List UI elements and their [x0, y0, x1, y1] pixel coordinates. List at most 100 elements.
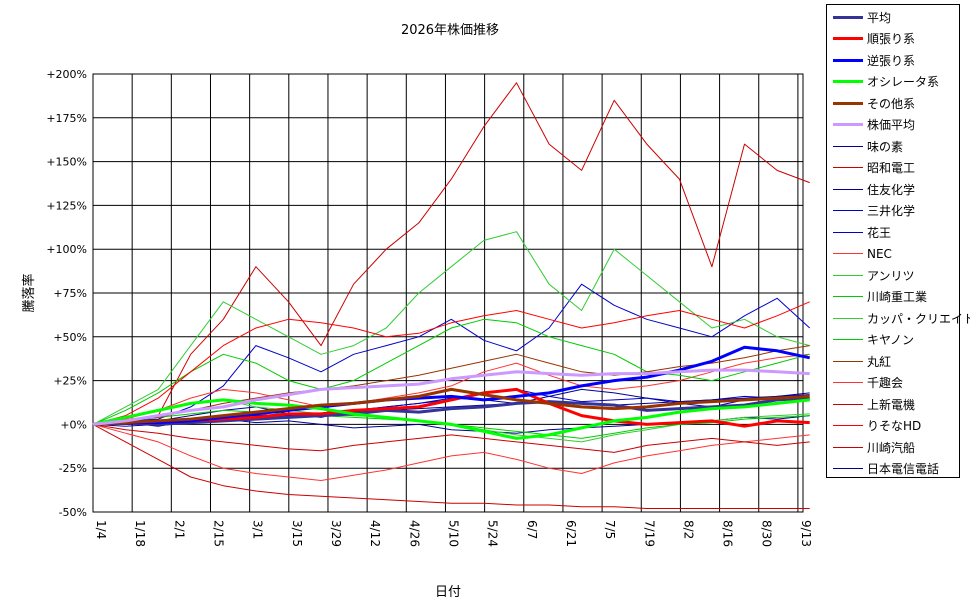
series-line — [92, 423, 810, 509]
legend-label: その他系 — [867, 96, 916, 111]
series-line — [92, 318, 810, 425]
legend-swatch — [833, 425, 863, 426]
legend-label: オシレータ系 — [867, 75, 940, 89]
x-tick-label: 3/29 — [329, 520, 343, 547]
legend-swatch — [833, 145, 863, 147]
legend-label: 平均 — [867, 10, 892, 25]
x-tick-label: 7/19 — [642, 520, 656, 547]
legend-swatch — [833, 188, 863, 190]
legend-item: りそなHD — [833, 416, 921, 436]
legend-label: 三井化学 — [867, 204, 916, 218]
x-tick-label: 4/26 — [407, 520, 421, 547]
legend-item: 丸紅 — [833, 351, 891, 371]
series-line — [92, 368, 810, 426]
y-tick-label: +125% — [46, 199, 87, 212]
legend-item: カッパ・クリエイト — [833, 308, 970, 328]
x-tick-label: 9/13 — [799, 520, 813, 547]
legend-swatch — [833, 446, 863, 448]
legend-item: 川崎汽船 — [833, 437, 915, 457]
chart-title: 2026年株価推移 — [401, 23, 499, 38]
legend-label: 花王 — [867, 225, 892, 240]
legend-label: りそなHD — [867, 419, 922, 433]
legend-item: 花王 — [833, 222, 891, 242]
legend-item: 昭和電工 — [833, 158, 915, 178]
series-line — [92, 423, 810, 481]
legend-item: 日本電信電話 — [833, 459, 939, 479]
x-tick-label: 6/21 — [564, 520, 578, 547]
series-line — [92, 398, 810, 440]
legend-swatch — [833, 37, 863, 40]
plot-grid — [93, 73, 803, 513]
legend-swatch — [833, 123, 863, 126]
legend-label: 株価平均 — [867, 118, 916, 132]
legend-label: 住友化学 — [867, 182, 916, 197]
legend-swatch — [833, 382, 863, 383]
x-axis-ticks: 1/4 1/18 2/1 2/15 3/1 3/15 3/29 4/12 4/26 5/10 5/2… — [94, 520, 813, 547]
legend-label: 川崎汽船 — [867, 440, 916, 455]
legend-item: 住友化学 — [833, 179, 915, 199]
y-tick-label: +100% — [46, 243, 87, 256]
x-tick-label: 7/5 — [603, 520, 617, 539]
legend-label: アンリツ — [867, 268, 915, 283]
legend-item: その他系 — [833, 93, 915, 113]
legend-item: 株価平均 — [833, 115, 915, 135]
legend-swatch — [833, 231, 863, 233]
legend-label: 味の素 — [867, 139, 904, 154]
x-tick-label: 4/12 — [368, 520, 382, 547]
legend-item: キヤノン — [833, 330, 914, 350]
series-line — [92, 283, 811, 425]
legend-label: NEC — [867, 246, 892, 261]
legend-label: 千趣会 — [867, 376, 904, 390]
legend-label: キヤノン — [867, 333, 915, 347]
chart-legend: 平均順張り系逆張り系オシレータ系 その他系株価平均味の素昭和電工住友化学三井化学花… — [826, 4, 970, 479]
series-line — [92, 353, 810, 425]
legend-swatch — [833, 167, 863, 168]
legend-swatch — [833, 468, 863, 469]
legend-label: 順張り系 — [867, 32, 916, 46]
x-tick-label: 8/16 — [721, 520, 735, 547]
y-tick-label: -25% — [59, 462, 87, 475]
legend-swatch — [833, 360, 863, 362]
y-tick-label: +200% — [46, 68, 87, 81]
legend-swatch — [833, 317, 863, 319]
series-line — [92, 423, 810, 453]
x-axis-label: 日付 — [435, 585, 461, 600]
legend-item: 千趣会 — [833, 373, 903, 393]
series-line — [92, 387, 810, 426]
x-tick-label: 8/30 — [760, 520, 774, 547]
legend-swatch — [833, 403, 863, 405]
legend-swatch — [833, 210, 863, 211]
x-tick-label: 8/2 — [681, 520, 695, 539]
x-tick-label: 1/18 — [133, 520, 147, 547]
legend-item: アンリツ — [833, 265, 915, 285]
x-tick-label: 1/4 — [94, 520, 108, 539]
y-tick-label: +75% — [53, 287, 87, 300]
legend-item: 平均 — [833, 7, 891, 27]
legend-swatch — [833, 15, 863, 19]
legend-label: 逆張り系 — [867, 53, 916, 68]
x-tick-label: 3/15 — [290, 520, 304, 547]
legend-swatch — [833, 339, 863, 340]
y-tick-label: +50% — [53, 331, 87, 344]
plot-area-border — [92, 73, 804, 513]
y-tick-label: +175% — [46, 112, 87, 125]
x-tick-label: 2/1 — [172, 520, 186, 539]
legend-item: NEC — [833, 244, 892, 264]
series-line — [92, 345, 810, 425]
legend-item: 順張り系 — [833, 29, 915, 49]
y-axis-ticks: -50% -25% +0% +25% +50% +75% +100% +125% +150% +1… — [46, 68, 87, 519]
x-tick-label: 5/24 — [486, 520, 500, 547]
x-tick-label: 2/15 — [211, 520, 225, 547]
y-axis-label: 騰落率 — [21, 273, 37, 312]
series-lines — [92, 82, 811, 509]
x-tick-label: 5/10 — [446, 520, 460, 547]
series-line — [92, 231, 810, 425]
series-line — [92, 388, 810, 425]
legend-item: 逆張り系 — [833, 50, 915, 70]
legend-swatch — [833, 296, 863, 297]
legend-label: カッパ・クリエイト — [867, 311, 970, 326]
legend-label: 昭和電工 — [867, 161, 916, 175]
legend-swatch — [833, 80, 863, 83]
legend-label: 川崎重工業 — [867, 290, 928, 304]
